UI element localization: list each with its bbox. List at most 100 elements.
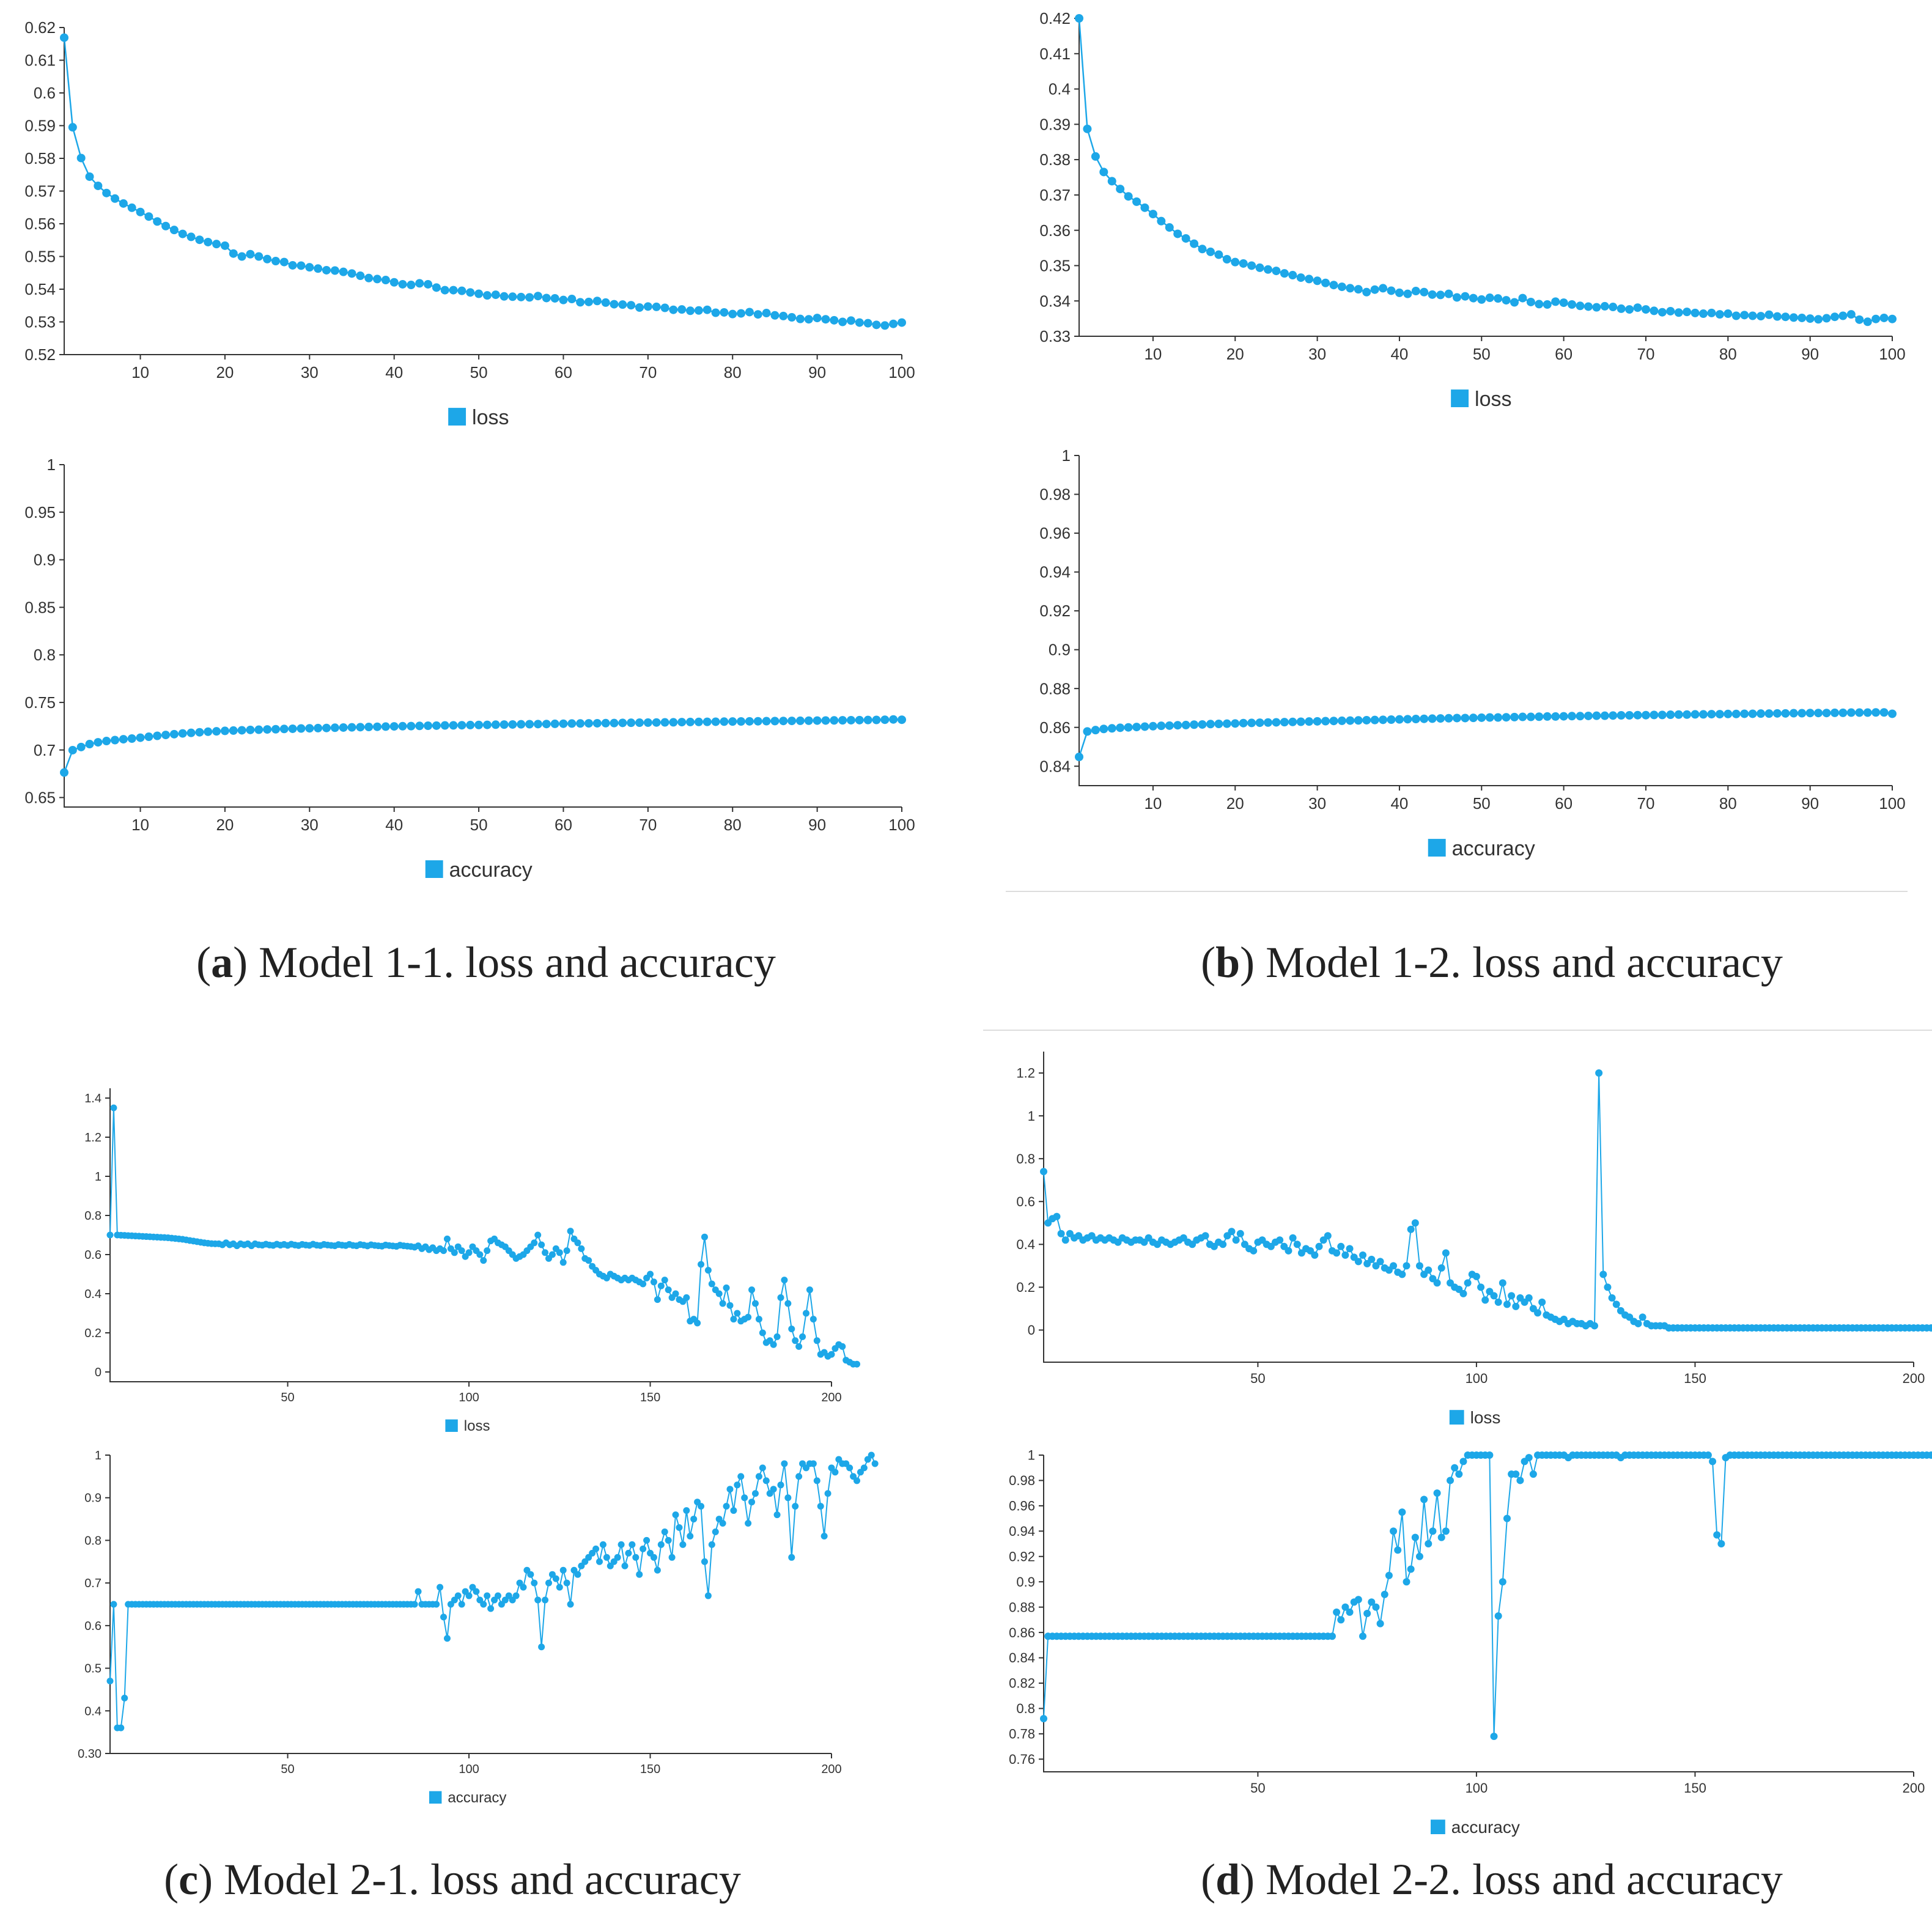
panel-a-caption: (a) Model 1-1. loss and accuracy xyxy=(196,938,776,987)
panel-c-loss-point xyxy=(110,1104,117,1112)
panel-a-loss-point xyxy=(618,300,627,309)
panel-a-loss-point xyxy=(686,306,695,315)
panel-c-accuracy-point xyxy=(121,1694,128,1702)
panel-d-accuracy-point xyxy=(1455,1470,1463,1478)
panel-a-loss-legend-swatch[interactable] xyxy=(448,408,466,426)
panel-d-accuracy-legend-swatch[interactable] xyxy=(1431,1820,1445,1834)
panel-a-accuracy-point xyxy=(195,728,204,737)
panel-a-loss-point xyxy=(720,308,729,317)
panel-d-accuracy-point xyxy=(1341,1603,1349,1611)
panel-b-loss-point xyxy=(1420,287,1429,297)
panel-c-accuracy-point xyxy=(494,1592,501,1599)
panel-d-loss-point xyxy=(1315,1242,1323,1250)
panel-c-loss-series-line xyxy=(109,1107,857,1365)
panel-b-accuracy-point xyxy=(1157,721,1166,731)
panel-a-loss-point xyxy=(711,308,720,317)
panel-c-accuracy-point xyxy=(563,1579,570,1587)
panel-b-accuracy-point xyxy=(1576,712,1585,721)
panel-a-accuracy-ytick-label: 0.9 xyxy=(34,551,56,569)
panel-c-caption-text: Model 2-1. loss and accuracy xyxy=(224,1855,741,1904)
panel-a-loss-point xyxy=(381,276,390,285)
panel-d-loss-point xyxy=(1590,1322,1598,1330)
panel-a-accuracy-point xyxy=(550,719,559,728)
panel-a-accuracy-point xyxy=(737,717,746,726)
panel-a-accuracy-point xyxy=(618,718,627,728)
panel-a-accuracy-point xyxy=(432,721,441,730)
panel-a-loss-ytick-label: 0.61 xyxy=(24,51,56,70)
panel-c-loss-chart: 0 0.2 0.4 0.6 0.8 1 1.2 1.4 50 100 150 200 loss xyxy=(84,1088,861,1434)
panel-a-accuracy-point xyxy=(821,716,830,725)
panel-c-loss-axes xyxy=(109,1088,831,1382)
panel-a-accuracy-xtick-label: 70 xyxy=(639,816,657,834)
panel-d-accuracy-point xyxy=(1704,1451,1712,1459)
panel-d-accuracy-point xyxy=(1503,1514,1511,1522)
panel-b-accuracy-point xyxy=(1559,712,1568,721)
panel-c-accuracy-xtick-label: 200 xyxy=(821,1763,841,1776)
panel-c-accuracy-point xyxy=(770,1486,777,1493)
panel-c-accuracy-ytick-label: 0.7 xyxy=(84,1577,101,1590)
panel-b-loss-point xyxy=(1748,311,1757,320)
panel-a-accuracy-point xyxy=(872,715,881,724)
panel-a-accuracy-legend-swatch[interactable] xyxy=(425,860,443,878)
panel-c-accuracy-point xyxy=(110,1601,117,1608)
panel-c-accuracy-point xyxy=(592,1545,600,1552)
panel-b-loss-legend-swatch[interactable] xyxy=(1451,389,1469,407)
panel-b-accuracy-point xyxy=(1305,717,1314,726)
panel-d-accuracy-point xyxy=(1040,1714,1047,1722)
panel-b-accuracy-legend-swatch[interactable] xyxy=(1428,839,1446,857)
panel-c-accuracy-point xyxy=(690,1516,698,1523)
panel-d-loss-point xyxy=(1437,1264,1445,1272)
panel-c-accuracy-point xyxy=(687,1532,694,1539)
panel-a-accuracy-point xyxy=(127,734,136,743)
panel-c-loss-legend-swatch[interactable] xyxy=(445,1419,458,1432)
panel-d-loss-legend-swatch[interactable] xyxy=(1449,1410,1464,1425)
panel-d-loss-xtick-label: 200 xyxy=(1903,1371,1925,1386)
panel-b-accuracy-xtick-label: 40 xyxy=(1390,794,1408,813)
panel-b-accuracy-xtick-label: 80 xyxy=(1719,794,1737,813)
panel-a-loss-point xyxy=(702,305,712,314)
panel-a-accuracy-axes xyxy=(64,465,902,808)
panel-b-accuracy-point xyxy=(1280,718,1289,727)
panel-c-loss-point xyxy=(556,1249,563,1256)
panel-d-loss-point xyxy=(1359,1251,1367,1259)
panel-b-loss-point xyxy=(1757,312,1766,321)
panel-d-accuracy-ytick-label: 0.76 xyxy=(1009,1752,1035,1767)
panel-b-loss-point xyxy=(1337,282,1346,292)
panel-c-accuracy-point xyxy=(712,1528,719,1535)
panel-b-accuracy-point xyxy=(1789,709,1798,718)
panel-c-loss-point xyxy=(683,1294,690,1301)
panel-b-letter: b xyxy=(1215,938,1240,987)
panel-b-accuracy-point xyxy=(1321,717,1330,726)
panel-a-accuracy-point xyxy=(314,723,323,732)
panel-a-accuracy-point xyxy=(364,723,374,732)
panel-c-accuracy-point xyxy=(542,1596,549,1604)
panel-a-loss-ytick-label: 0.57 xyxy=(24,182,56,201)
panel-a-loss-point xyxy=(559,295,568,304)
panel-a-loss-point xyxy=(432,283,441,292)
panel-b-loss-point xyxy=(1263,265,1272,274)
panel-b-accuracy-point xyxy=(1748,709,1757,718)
panel-c-accuracy-point xyxy=(458,1601,465,1608)
panel-b-loss-point xyxy=(1395,288,1404,297)
panel-c-accuracy-point xyxy=(465,1592,473,1599)
panel-a-accuracy-point xyxy=(347,723,356,732)
panel-c-accuracy-point xyxy=(574,1571,581,1578)
panel-c-loss-point xyxy=(559,1259,567,1266)
panel-b-loss-point xyxy=(1855,315,1864,324)
panel-d-loss-point xyxy=(1354,1258,1362,1266)
panel-b-accuracy-point xyxy=(1617,711,1626,720)
panel-a-loss-point xyxy=(567,295,577,304)
panel-d-loss-point xyxy=(1599,1270,1607,1278)
panel-c-accuracy-point xyxy=(559,1566,567,1574)
panel-a-accuracy-point xyxy=(542,720,551,729)
panel-b-accuracy-point xyxy=(1641,710,1650,720)
panel-b-loss-point xyxy=(1379,284,1388,293)
panel-b-accuracy-point xyxy=(1469,713,1478,723)
panel-b-loss-point xyxy=(1494,294,1503,303)
panel-b-loss-legend-label: loss xyxy=(1475,388,1511,411)
panel-c-loss-point xyxy=(715,1290,723,1297)
panel-b-loss-point xyxy=(1699,309,1708,319)
panel-c-accuracy-legend-swatch[interactable] xyxy=(429,1791,442,1804)
panel-a-loss-point xyxy=(889,319,898,328)
panel-c-accuracy-point xyxy=(698,1503,705,1510)
